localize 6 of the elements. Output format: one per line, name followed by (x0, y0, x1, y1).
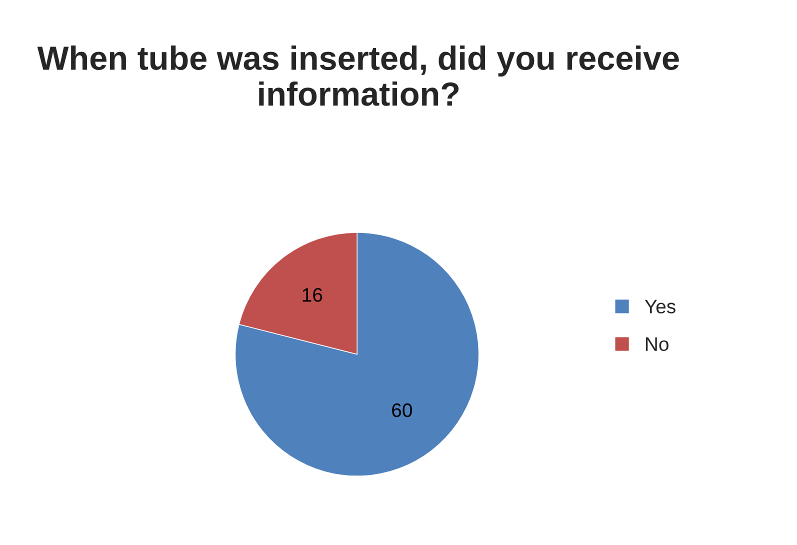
legend-label: No (646, 337, 668, 352)
chart-title: When tube was inserted, did you receive information? (37, 46, 679, 106)
data-label: 60 (392, 403, 412, 418)
legend-label: Yes (644, 300, 676, 314)
pie-slice (234, 232, 480, 476)
data-label: 16 (302, 288, 322, 302)
